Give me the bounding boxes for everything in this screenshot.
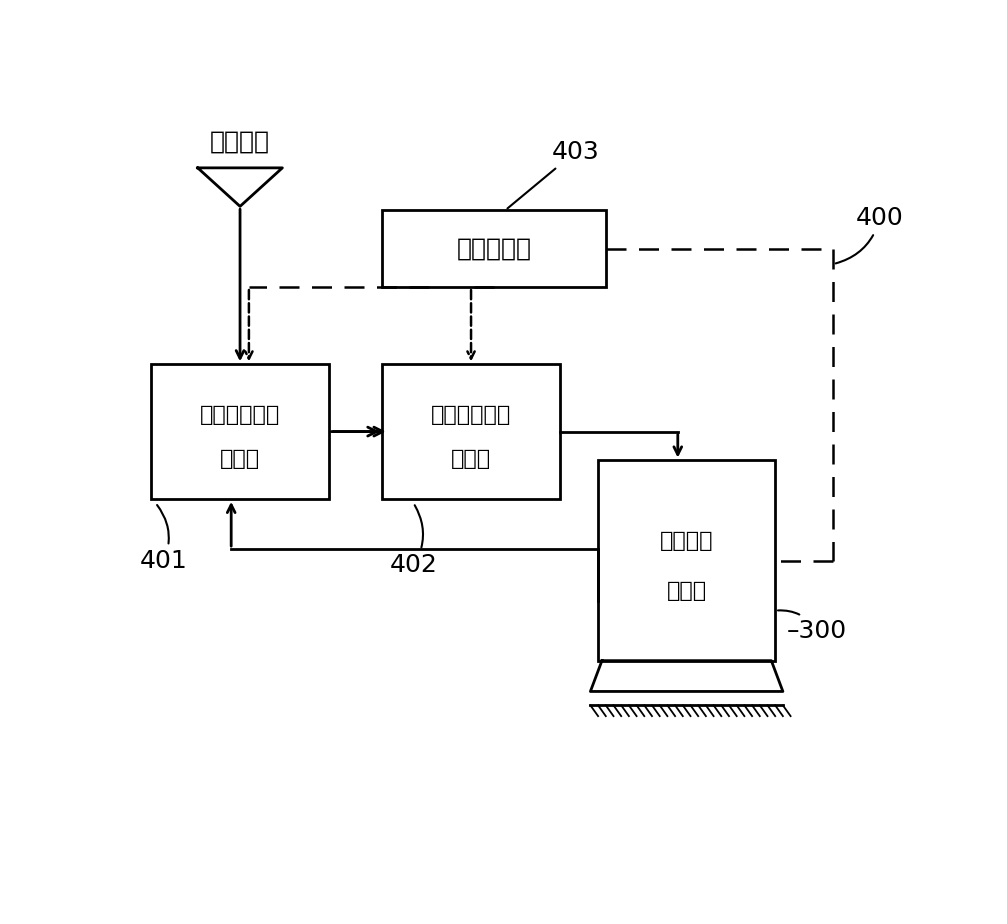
Text: 温度（粘度）: 温度（粘度） [200,406,280,425]
Text: 403: 403 [508,140,599,209]
Bar [383,211,606,287]
Text: 控制器: 控制器 [451,448,491,468]
Text: 402: 402 [390,505,438,577]
Bar [598,460,775,661]
Text: 挤压器: 挤压器 [667,580,707,601]
Text: 可控条缝: 可控条缝 [660,530,713,551]
Text: 流量（压力）: 流量（压力） [431,406,512,425]
Bar [151,364,328,499]
Text: 涂布浆料: 涂布浆料 [210,130,270,154]
Text: 控制器: 控制器 [220,448,260,468]
Text: 中央控制器: 中央控制器 [456,237,532,261]
Bar [383,364,560,499]
Text: 400: 400 [836,206,904,263]
Text: –300: –300 [778,611,847,642]
Text: 401: 401 [140,505,187,573]
